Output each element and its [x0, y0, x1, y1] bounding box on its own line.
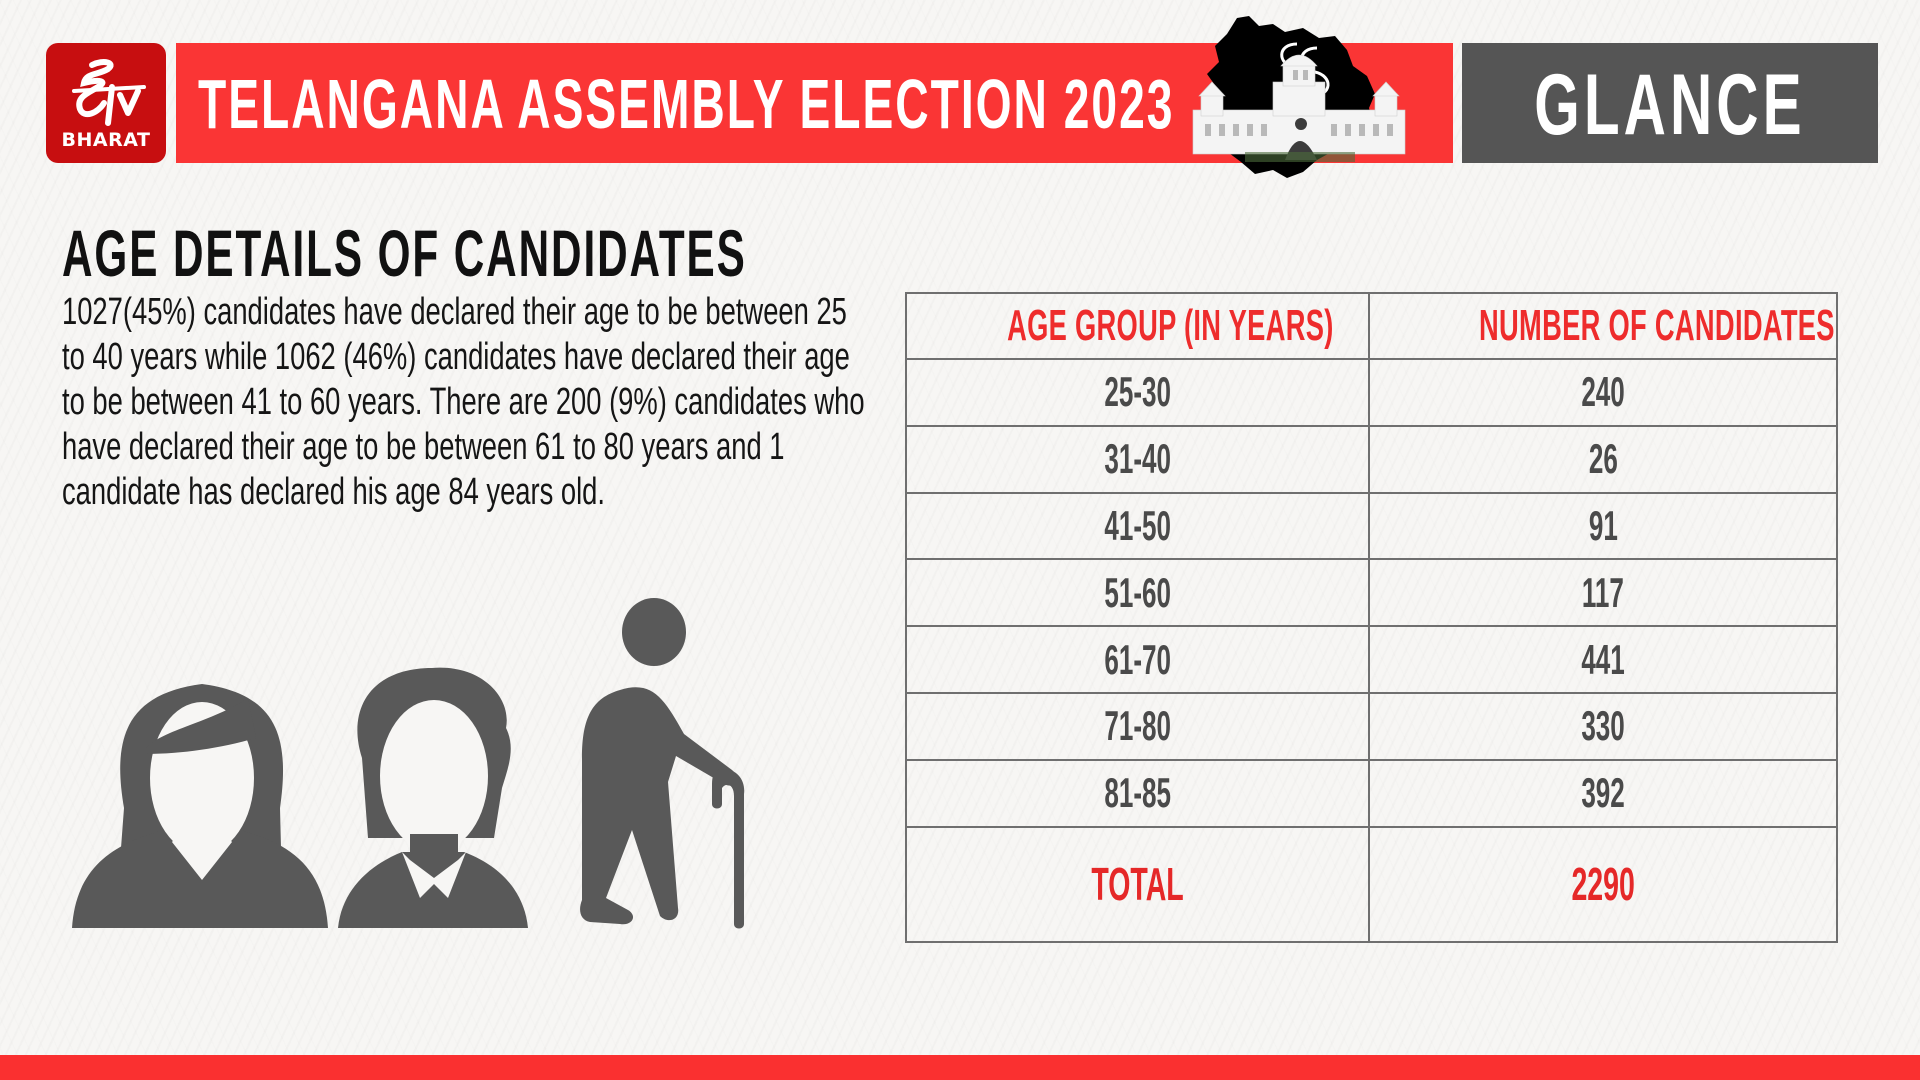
age-group-cell: 31-40 — [905, 424, 1370, 494]
age-group-cell: 25-30 — [905, 358, 1370, 427]
count-cell: 26 — [1368, 424, 1838, 494]
table-row: 81-85 392 — [905, 758, 1838, 828]
table-header-row: AGE GROUP (IN YEARS) NUMBER OF CANDIDATE… — [905, 292, 1838, 360]
table-row: 41-50 91 — [905, 491, 1838, 561]
count-cell: 392 — [1368, 758, 1838, 828]
page-title: TELANGANA ASSEMBLY ELECTION 2023 — [198, 65, 1175, 143]
table-row: 71-80 330 — [905, 691, 1838, 761]
table-row: 51-60 117 — [905, 558, 1838, 628]
age-group-illustration — [72, 598, 745, 929]
table-row: 31-40 26 — [905, 424, 1838, 494]
logo-brand-text: BHARAT — [61, 129, 151, 151]
age-group-cell: 61-70 — [905, 625, 1370, 694]
age-group-cell: 51-60 — [905, 558, 1370, 628]
column-header-number-of-candidates: NUMBER OF CANDIDATES — [1368, 292, 1838, 360]
etv-logo-icon — [72, 59, 146, 126]
age-distribution-table: AGE GROUP (IN YEARS) NUMBER OF CANDIDATE… — [905, 292, 1838, 943]
total-value-cell: 2290 — [1368, 825, 1838, 943]
count-cell: 117 — [1368, 558, 1838, 628]
elderly-person-with-cane-icon — [580, 598, 745, 929]
table-row: 61-70 441 — [905, 625, 1838, 694]
total-label-cell: TOTAL — [905, 825, 1370, 943]
table-row: 25-30 240 — [905, 358, 1838, 427]
age-group-cell: 71-80 — [905, 691, 1370, 761]
section-description: 1027(45%) candidates have declared their… — [62, 291, 865, 513]
count-cell: 91 — [1368, 491, 1838, 561]
age-group-cell: 41-50 — [905, 491, 1370, 561]
age-group-cell: 81-85 — [905, 758, 1370, 828]
count-cell: 240 — [1368, 358, 1838, 427]
count-cell: 441 — [1368, 625, 1838, 694]
telangana-map-assembly-emblem-icon — [1192, 16, 1406, 178]
etv-bharat-logo: BHARAT — [46, 43, 166, 163]
glance-label: GLANCE — [1534, 57, 1806, 153]
count-cell: 330 — [1368, 691, 1838, 761]
column-header-age-group: AGE GROUP (IN YEARS) — [905, 292, 1370, 360]
footer-bar — [0, 1055, 1920, 1080]
glance-tag: GLANCE — [1462, 43, 1878, 163]
table-total-row: TOTAL 2290 — [905, 825, 1838, 943]
section-title: AGE DETAILS OF CANDIDATES — [62, 216, 747, 290]
